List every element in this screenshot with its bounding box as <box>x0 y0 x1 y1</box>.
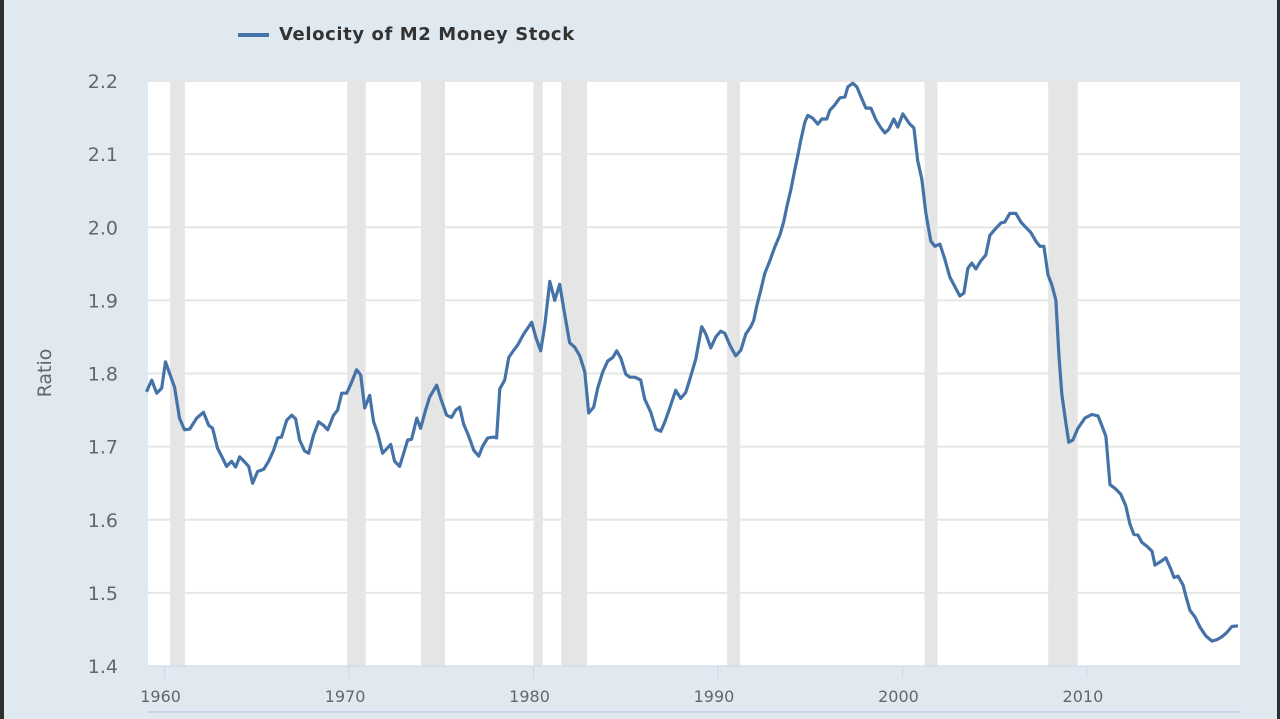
series-layer <box>145 81 1239 643</box>
window-edge-left <box>0 0 4 719</box>
gridlines <box>148 80 1240 594</box>
x-tick-label: 1960 <box>140 687 181 706</box>
y-tick-label: 1.6 <box>88 510 118 532</box>
y-tick-label: 1.8 <box>88 364 118 386</box>
y-tick-label: 2.1 <box>88 144 118 166</box>
x-tick-label: 2000 <box>878 687 919 706</box>
x-axis-ticks: 1960 1970 1980 1990 2000 2010 <box>140 666 1103 706</box>
series-line-velocity-m2[interactable] <box>145 81 1239 643</box>
y-tick-label: 1.7 <box>88 437 118 459</box>
y-tick-label: 1.4 <box>88 656 118 678</box>
y-tick-label: 2.0 <box>88 217 118 239</box>
y-tick-label: 2.2 <box>88 71 118 93</box>
x-tick-label: 1990 <box>694 687 735 706</box>
window-edge-right <box>1277 0 1280 719</box>
y-axis-label: Ratio <box>34 349 56 398</box>
y-tick-label: 1.5 <box>88 583 118 605</box>
y-tick-label: 1.9 <box>88 290 118 312</box>
x-tick-label: 1980 <box>509 687 550 706</box>
chart-legend[interactable]: Velocity of M2 Money Stock <box>238 24 575 45</box>
legend-swatch <box>238 32 269 37</box>
y-axis-ticks: 1.4 1.5 1.6 1.7 1.8 1.9 2.0 2.1 2.2 <box>88 71 118 678</box>
x-tick-label: 1970 <box>325 687 366 706</box>
legend-label: Velocity of M2 Money Stock <box>279 24 575 45</box>
x-tick-label: 2010 <box>1063 687 1104 706</box>
